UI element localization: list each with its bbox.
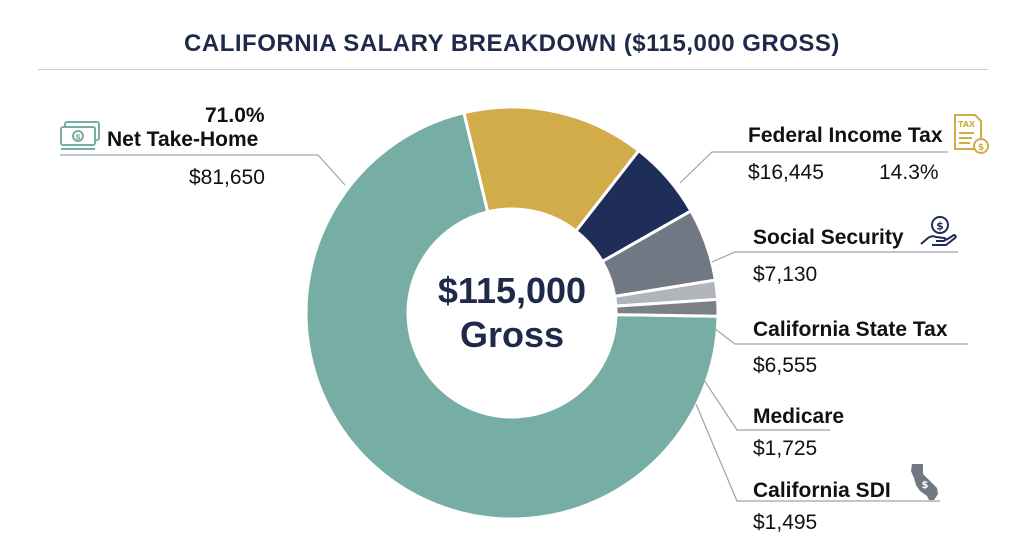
net-take-home-leader [60, 154, 346, 186]
medicare-leader [703, 379, 830, 431]
title-divider [38, 69, 988, 70]
california-state-tax-leader [713, 327, 968, 345]
federal-income-tax-label: Federal Income Tax [748, 124, 943, 147]
federal-income-tax-slice [462, 105, 641, 234]
california-state-tax-label: California State Tax [753, 318, 948, 341]
social-security-label: Social Security [753, 226, 904, 249]
cash-icon: $ [59, 121, 101, 156]
social-security-amount: $7,130 [753, 263, 818, 286]
federal-income-tax-percent: 14.3% [879, 161, 939, 184]
federal-income-tax-leader [679, 151, 948, 184]
svg-text:$: $ [922, 480, 929, 491]
tax-document-icon: TAX $ [952, 113, 992, 162]
svg-text:$: $ [75, 133, 81, 142]
center-gross-label: Gross [459, 314, 565, 355]
leader-lines [60, 151, 968, 502]
social-security-leader [711, 251, 958, 263]
california-map-icon: $ [908, 461, 944, 508]
chart-title: CALIFORNIA SALARY BREAKDOWN ($115,000 GR… [184, 30, 840, 57]
net-take-home-slice [304, 110, 720, 521]
svg-text:TAX: TAX [958, 120, 976, 129]
medicare-amount: $1,725 [753, 437, 818, 460]
net-take-home-percent: 71.0% [205, 104, 265, 127]
california-sdi-amount: $1,495 [753, 511, 818, 534]
net-take-home-label: Net Take-Home [107, 128, 259, 151]
hand-coin-icon: $ [918, 214, 958, 255]
svg-text:$: $ [936, 220, 944, 233]
california-state-tax-amount: $6,555 [753, 354, 818, 377]
net-take-home-amount: $81,650 [189, 166, 265, 189]
svg-text:$: $ [978, 143, 984, 153]
california-sdi-label: California SDI [753, 479, 891, 502]
federal-income-tax-amount: $16,445 [748, 161, 824, 184]
california-sdi-leader [695, 403, 940, 502]
medicare-label: Medicare [753, 405, 845, 428]
center-gross-amount: $115,000 [437, 270, 587, 311]
california-sdi-slice [614, 297, 720, 318]
donut-slices [304, 105, 720, 521]
